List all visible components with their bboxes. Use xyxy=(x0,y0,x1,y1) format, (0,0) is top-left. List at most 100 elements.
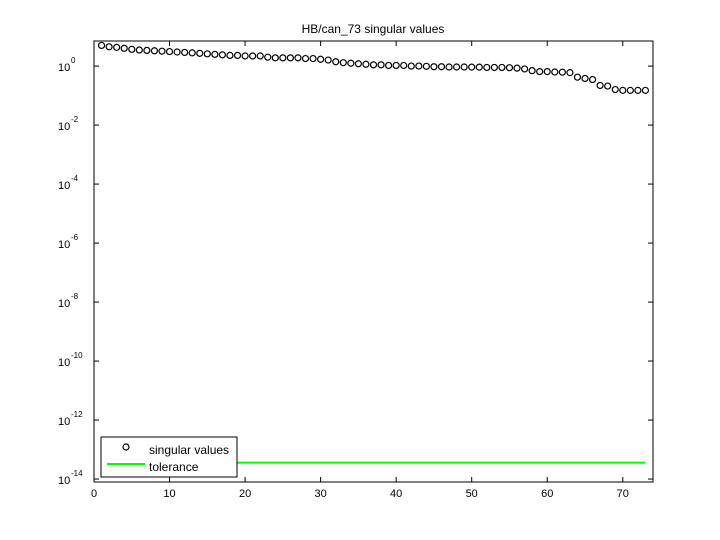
data-point xyxy=(339,59,347,67)
x-tick-label: 30 xyxy=(314,488,326,500)
data-point xyxy=(407,62,415,70)
data-point xyxy=(173,48,181,56)
data-point xyxy=(354,60,362,68)
legend: singular values tolerance xyxy=(100,436,238,478)
x-tick-label: 60 xyxy=(541,488,553,500)
y-tick-label-exponent: -8 xyxy=(71,292,79,301)
data-point xyxy=(581,74,589,83)
data-point xyxy=(498,63,506,72)
data-point xyxy=(558,68,566,76)
data-point xyxy=(596,81,604,90)
data-point xyxy=(604,82,612,90)
y-tick-label-base: 10 xyxy=(58,475,70,487)
y-tick-label: 10-2 xyxy=(58,115,79,133)
data-point xyxy=(520,65,529,73)
x-tick-label: 40 xyxy=(390,488,402,500)
y-tick-label-exponent: -12 xyxy=(71,410,83,419)
x-tick-label: 70 xyxy=(617,488,629,500)
data-point xyxy=(385,61,393,70)
y-tick-label-exponent: 0 xyxy=(71,56,76,65)
data-point xyxy=(377,61,385,69)
data-point xyxy=(294,54,302,62)
y-tick-label-exponent: -4 xyxy=(71,174,79,183)
x-tick-label: 20 xyxy=(239,488,251,500)
y-tick-label: 10-10 xyxy=(58,351,83,369)
y-tick-label-exponent: -6 xyxy=(71,233,79,242)
x-tick-label: 0 xyxy=(91,488,97,500)
data-point xyxy=(105,43,113,51)
data-point xyxy=(573,73,582,81)
data-point xyxy=(256,52,264,60)
legend-marker-singular-values xyxy=(122,443,130,451)
y-tick-label: 10-14 xyxy=(58,469,83,487)
y-tick-label: 100 xyxy=(58,56,76,74)
data-point xyxy=(452,63,461,71)
data-point xyxy=(309,54,317,63)
data-point xyxy=(460,63,468,71)
y-tick-label: 10-6 xyxy=(58,233,79,251)
data-point xyxy=(120,44,128,52)
y-tick-label-exponent: -2 xyxy=(71,115,79,124)
data-point xyxy=(211,50,219,58)
data-point xyxy=(634,86,642,94)
data-point xyxy=(619,86,627,94)
data-point xyxy=(196,49,204,57)
data-point xyxy=(279,54,287,62)
x-tick-label: 50 xyxy=(466,488,478,500)
data-point xyxy=(135,46,143,54)
data-point xyxy=(241,52,249,60)
data-point xyxy=(536,67,544,76)
data-point xyxy=(233,51,242,60)
data-point xyxy=(128,45,136,53)
y-tick-label-exponent: -14 xyxy=(71,469,83,478)
data-point xyxy=(543,67,551,76)
data-point xyxy=(181,48,189,57)
y-tick-label-base: 10 xyxy=(58,416,70,428)
x-axis: 0 10 20 30 40 50 60 70 xyxy=(91,41,629,500)
x-tick-label: 10 xyxy=(163,488,175,500)
legend-label-singular-values: singular values xyxy=(149,443,229,457)
data-point xyxy=(218,51,227,59)
y-tick-label-base: 10 xyxy=(58,298,70,310)
data-point xyxy=(483,63,491,72)
data-point xyxy=(611,85,619,94)
data-point xyxy=(422,62,430,70)
data-point xyxy=(641,86,650,94)
data-point xyxy=(505,64,514,72)
data-point xyxy=(226,51,234,60)
y-tick-label-base: 10 xyxy=(58,121,70,133)
data-point xyxy=(430,63,438,71)
y-tick-label: 10-4 xyxy=(58,174,79,192)
chart-title: HB/can_73 singular values xyxy=(302,22,445,36)
y-tick-label-exponent: -10 xyxy=(71,351,83,360)
legend-box xyxy=(100,436,238,478)
data-point xyxy=(551,68,559,76)
data-point xyxy=(369,61,378,69)
y-tick-label-base: 10 xyxy=(58,62,70,74)
data-point xyxy=(249,52,257,60)
data-point xyxy=(324,56,332,64)
data-point xyxy=(475,63,483,71)
data-point xyxy=(362,60,370,68)
data-point xyxy=(513,64,521,72)
data-point xyxy=(437,63,446,71)
data-point xyxy=(317,55,325,63)
data-point xyxy=(445,63,453,71)
y-tick-label-base: 10 xyxy=(58,357,70,369)
y-tick-label-base: 10 xyxy=(58,239,70,251)
data-point xyxy=(286,54,295,62)
data-point xyxy=(626,86,634,94)
data-point xyxy=(415,62,423,70)
data-point xyxy=(158,47,166,55)
data-point xyxy=(150,47,159,55)
data-point xyxy=(143,46,151,54)
data-point xyxy=(347,59,355,67)
plot-area xyxy=(93,40,654,483)
data-point xyxy=(113,43,121,51)
y-tick-label: 10-8 xyxy=(58,292,79,310)
data-point xyxy=(165,47,174,56)
data-point xyxy=(490,63,498,72)
data-point xyxy=(203,50,211,58)
